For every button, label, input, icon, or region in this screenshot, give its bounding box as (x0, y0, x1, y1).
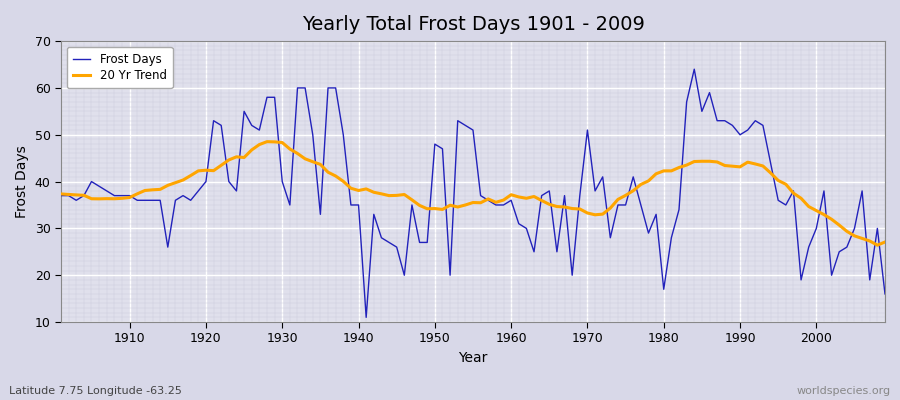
Legend: Frost Days, 20 Yr Trend: Frost Days, 20 Yr Trend (67, 47, 173, 88)
Text: Latitude 7.75 Longitude -63.25: Latitude 7.75 Longitude -63.25 (9, 386, 182, 396)
20 Yr Trend (338, 179, 348, 184)
20 Yr Trend (605, 206, 616, 210)
Text: worldspecies.org: worldspecies.org (796, 386, 891, 396)
Frost Days (506, 198, 517, 203)
Frost Days (605, 235, 616, 240)
Frost Days (688, 67, 699, 72)
Line: Frost Days: Frost Days (61, 69, 885, 317)
Frost Days (284, 202, 295, 207)
Frost Days (330, 86, 341, 90)
20 Yr Trend (872, 243, 883, 248)
Frost Days (117, 193, 128, 198)
20 Yr Trend (879, 240, 890, 244)
Frost Days (513, 221, 524, 226)
20 Yr Trend (506, 192, 517, 197)
Line: 20 Yr Trend: 20 Yr Trend (61, 142, 885, 245)
20 Yr Trend (292, 151, 303, 156)
Y-axis label: Frost Days: Frost Days (15, 145, 29, 218)
Frost Days (879, 292, 890, 296)
20 Yr Trend (117, 196, 128, 201)
X-axis label: Year: Year (458, 351, 488, 365)
20 Yr Trend (56, 192, 67, 196)
Frost Days (56, 193, 67, 198)
Frost Days (361, 315, 372, 320)
Title: Yearly Total Frost Days 1901 - 2009: Yearly Total Frost Days 1901 - 2009 (302, 15, 644, 34)
20 Yr Trend (513, 194, 524, 199)
20 Yr Trend (262, 139, 273, 144)
